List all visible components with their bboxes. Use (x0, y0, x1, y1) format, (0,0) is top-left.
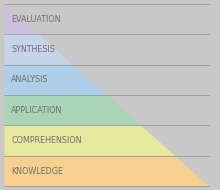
Polygon shape (4, 4, 38, 34)
Polygon shape (4, 156, 209, 186)
Polygon shape (4, 34, 73, 65)
Text: ANALYSIS: ANALYSIS (11, 75, 48, 84)
Text: KNOWLEDGE: KNOWLEDGE (11, 166, 63, 176)
Text: EVALUATION: EVALUATION (11, 14, 61, 24)
Polygon shape (4, 95, 141, 125)
Text: COMPREHENSION: COMPREHENSION (11, 136, 81, 145)
Polygon shape (4, 125, 175, 156)
Text: SYNTHESIS: SYNTHESIS (11, 45, 55, 54)
Polygon shape (4, 65, 107, 95)
Text: APPLICATION: APPLICATION (11, 106, 62, 115)
